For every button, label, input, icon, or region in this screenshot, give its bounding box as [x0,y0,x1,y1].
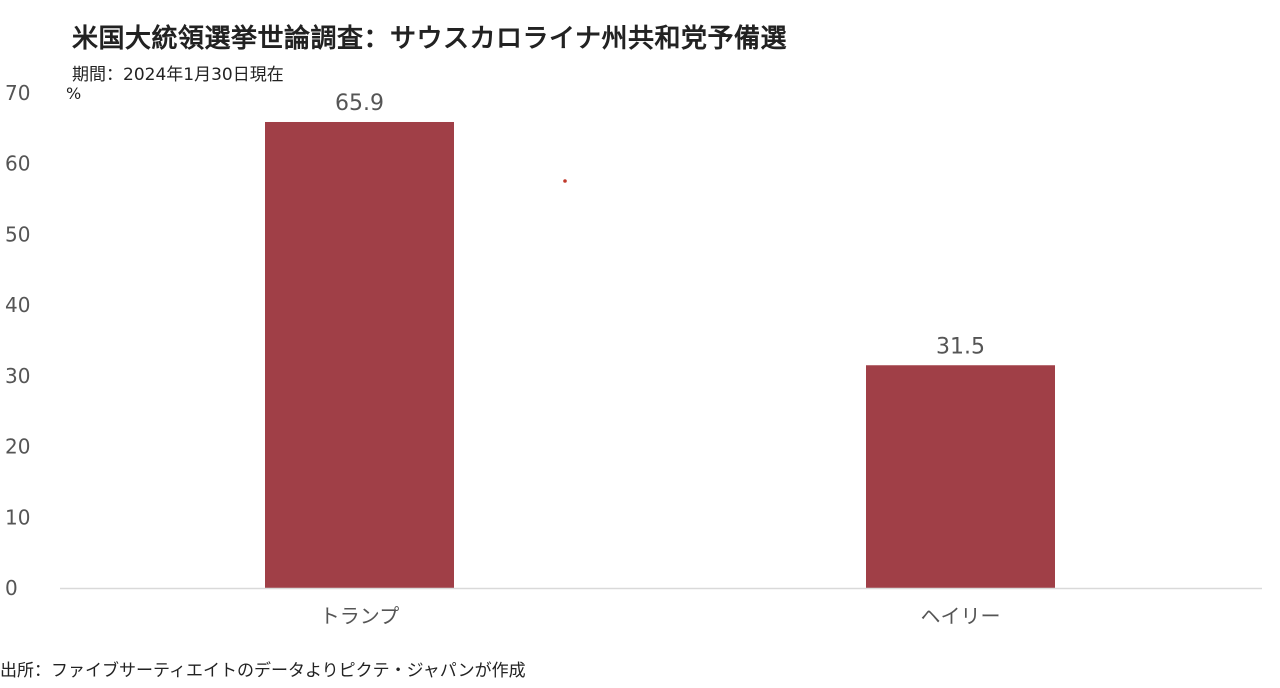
y-tick-label: 0 [5,576,18,600]
stray-dot [563,179,567,183]
y-axis-ticks: 0 10 20 30 40 50 60 70 [5,81,30,600]
chart-subtitle: 期間：2024年1月30日現在 [72,65,284,85]
y-tick-label: 50 [5,222,30,246]
bar [866,365,1055,588]
x-category-label: トランプ [320,604,399,628]
bars-group [265,121,1055,588]
x-axis-labels: トランプ ヘイリー [320,604,1001,628]
y-tick-label: 20 [5,435,30,459]
y-axis-unit: % [66,84,82,103]
data-label: 31.5 [936,334,985,359]
chart-title: 米国大統領選挙世論調査：サウスカロライナ州共和党予備選 [72,24,787,54]
bar [265,121,454,588]
data-labels-group: 65.9 31.5 [335,91,985,359]
source-note: 出所：ファイブサーティエイトのデータよりピクテ・ジャパンが作成 [0,661,526,681]
x-category-label: ヘイリー [921,604,1001,628]
y-tick-label: 30 [5,364,30,388]
data-label: 65.9 [335,91,384,116]
y-tick-label: 70 [5,81,30,105]
y-tick-label: 10 [5,505,30,529]
y-tick-label: 40 [5,293,30,317]
y-tick-label: 60 [5,152,30,176]
